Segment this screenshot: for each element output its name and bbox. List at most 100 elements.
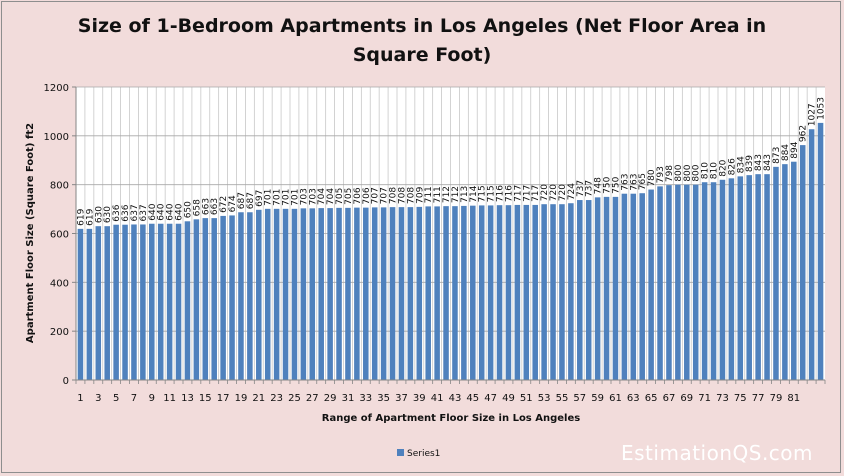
data-label: 619: [85, 208, 95, 225]
bar: [95, 226, 102, 380]
bar: [398, 207, 405, 380]
data-label: 707: [380, 187, 390, 204]
data-label: 704: [317, 188, 327, 205]
data-label: 763: [620, 174, 630, 191]
bar: [532, 204, 538, 380]
bar: [719, 179, 726, 380]
x-axis-title: Range of Apartment Floor Size in Los Ang…: [322, 413, 580, 424]
bar: [140, 224, 146, 380]
y-tick-label: 1000: [44, 132, 69, 143]
data-label: 640: [157, 203, 167, 220]
data-label: 737: [576, 180, 586, 197]
data-label: 800: [674, 164, 684, 181]
x-tick-label: 5: [113, 393, 119, 404]
data-label: 706: [353, 187, 363, 204]
x-tick-label: 33: [359, 393, 372, 404]
bar: [452, 206, 458, 380]
data-label: 717: [522, 185, 532, 202]
x-tick-label: 25: [288, 393, 301, 404]
data-label: 712: [451, 186, 461, 203]
bar: [478, 205, 485, 380]
data-label: 737: [585, 180, 595, 197]
data-label: 708: [397, 187, 407, 204]
bar: [354, 207, 360, 380]
bar: [309, 208, 316, 380]
bar: [612, 196, 619, 380]
data-label: 697: [255, 190, 265, 207]
x-tick-label: 63: [627, 393, 640, 404]
x-tick-label: 7: [131, 393, 137, 404]
data-label: 630: [94, 206, 104, 223]
data-label: 687: [246, 192, 256, 209]
bar: [487, 205, 494, 380]
chart-title-line-1: Size of 1-Bedroom Apartments in Los Ange…: [77, 15, 767, 37]
bar: [318, 208, 324, 380]
bar: [470, 205, 476, 380]
data-label: 810: [710, 162, 720, 179]
bar: [380, 207, 387, 380]
legend-label: Series1: [407, 449, 440, 459]
data-label: 705: [344, 188, 354, 205]
bar: [407, 207, 414, 380]
data-label: 1053: [817, 97, 827, 120]
x-tick-label: 41: [431, 393, 444, 404]
data-label: 720: [549, 184, 559, 201]
bar: [300, 208, 307, 380]
x-tick-label: 37: [395, 393, 408, 404]
bar: [86, 228, 93, 380]
data-label: 810: [701, 162, 711, 179]
data-label: 636: [121, 204, 131, 221]
x-tick-label: 49: [502, 393, 515, 404]
bar: [157, 223, 164, 380]
watermark: EstimationQS.com: [621, 441, 814, 465]
bar: [710, 182, 717, 380]
y-tick-label: 0: [63, 376, 69, 387]
bar: [327, 208, 333, 380]
data-label: 1027: [808, 103, 818, 126]
data-label: 793: [656, 166, 666, 183]
data-label: 748: [594, 177, 604, 194]
chart-title: Size of 1-Bedroom Apartments in Los Ange…: [0, 12, 844, 70]
data-label: 763: [629, 174, 639, 191]
bar: [149, 223, 155, 380]
data-label: 820: [718, 159, 728, 176]
bar: [639, 193, 645, 380]
bar: [211, 218, 217, 380]
x-tick-label: 65: [645, 393, 658, 404]
data-label: 724: [567, 183, 577, 200]
y-axis-title: Apartment Floor Size (Square Foot) ft2: [25, 123, 36, 343]
bar: [755, 174, 761, 380]
data-label: 630: [103, 206, 113, 223]
x-tick-label: 55: [556, 393, 569, 404]
data-label: 701: [282, 189, 292, 206]
bar: [238, 212, 244, 380]
bar: [104, 226, 110, 380]
data-label: 705: [335, 188, 345, 205]
bar: [416, 206, 423, 380]
bar: [746, 175, 752, 380]
data-label: 894: [790, 141, 800, 158]
data-label: 834: [736, 156, 746, 173]
bar: [764, 174, 770, 380]
bar: [229, 215, 235, 380]
bar: [345, 207, 351, 380]
x-tick-label: 43: [449, 393, 462, 404]
x-tick-label: 31: [342, 393, 355, 404]
x-tick-label: 57: [573, 393, 586, 404]
data-label: 713: [460, 186, 470, 203]
bar: [799, 145, 806, 380]
bar: [363, 207, 369, 380]
bar: [202, 218, 209, 380]
bar: [505, 205, 512, 380]
data-label: 708: [389, 187, 399, 204]
data-label: 765: [638, 173, 648, 190]
bar: [336, 207, 342, 380]
data-label: 637: [139, 204, 149, 221]
x-tick-label: 29: [324, 393, 337, 404]
x-tick-label: 19: [235, 393, 248, 404]
x-tick-label: 39: [413, 393, 426, 404]
x-tick-label: 61: [609, 393, 622, 404]
bar: [692, 184, 699, 380]
bar: [247, 212, 253, 380]
